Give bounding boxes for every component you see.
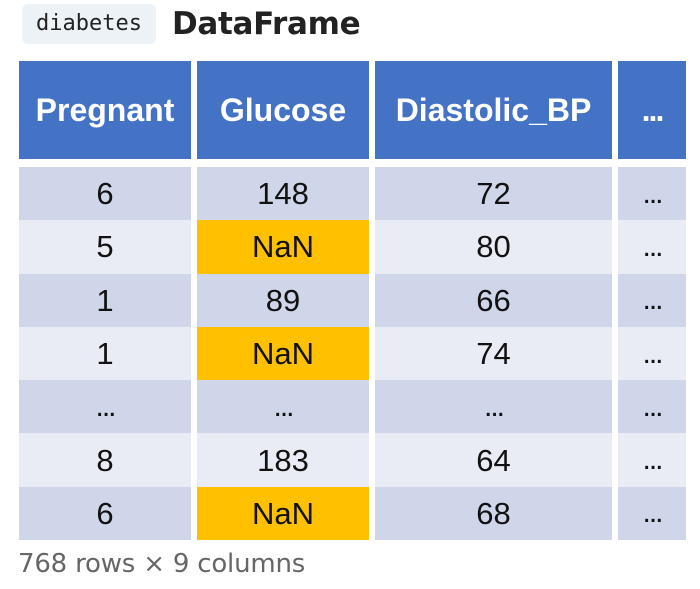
- table-cell: ...: [618, 220, 686, 274]
- variable-name-badge: diabetes: [22, 4, 156, 44]
- table-cell: ...: [618, 273, 686, 327]
- table-cell: ...: [375, 380, 612, 434]
- table-cell: 74: [375, 326, 612, 381]
- table-cell: 89: [197, 273, 369, 327]
- table-cell: 148: [197, 167, 369, 221]
- table-cell: ...: [618, 486, 686, 541]
- data-table: Pregnant Glucose Diastolic_BP... 6 148 72... 5…: [19, 61, 686, 541]
- table-cell: 80: [375, 220, 612, 274]
- dataframe-type-label: DataFrame: [171, 5, 361, 42]
- table-cell: 1: [19, 273, 191, 327]
- column-header: Pregnant: [19, 61, 191, 159]
- nan-highlight: NaN: [197, 486, 369, 541]
- table-cell: 72: [375, 167, 612, 221]
- nan-highlight: NaN: [197, 326, 369, 381]
- table-cell: ...: [197, 380, 369, 434]
- table-cell: 5: [19, 220, 191, 274]
- dataframe-title-row: diabetes DataFrame: [22, 4, 361, 44]
- column-header: ...: [618, 61, 686, 159]
- table-cell: 64: [375, 433, 612, 487]
- table-cell: 6: [19, 486, 191, 541]
- table-cell: ...: [618, 326, 686, 381]
- table-cell: ...: [618, 167, 686, 221]
- missing-value-cell: NaN: [197, 220, 369, 274]
- table-cell: 66: [375, 273, 612, 327]
- table-summary: 768 rows × 9 columns: [18, 549, 306, 579]
- table-cell: ...: [618, 380, 686, 434]
- nan-highlight: NaN: [197, 220, 369, 274]
- column-header: Glucose: [197, 61, 369, 159]
- column-header: Diastolic_BP: [375, 61, 612, 159]
- table-cell: 1: [19, 326, 191, 381]
- table-cell: 6: [19, 167, 191, 221]
- missing-value-cell: NaN: [197, 486, 369, 541]
- table-cell: ...: [618, 433, 686, 487]
- table-cell: 68: [375, 486, 612, 541]
- table-cell: 183: [197, 433, 369, 487]
- table-cell: ...: [19, 380, 191, 434]
- missing-value-cell: NaN: [197, 326, 369, 381]
- table-cell: 8: [19, 433, 191, 487]
